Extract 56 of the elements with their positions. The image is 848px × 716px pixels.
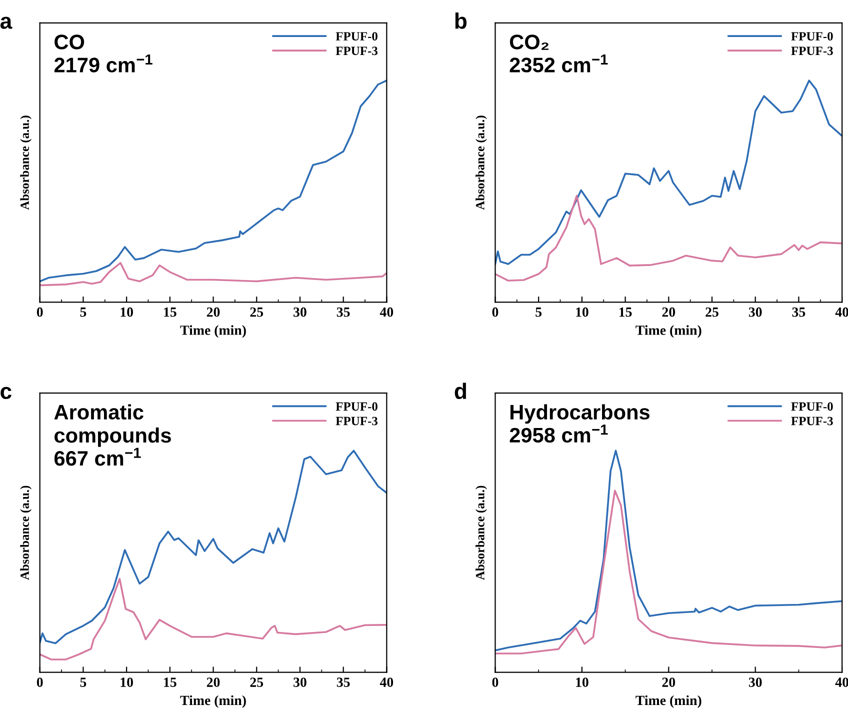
x-tick-label: 25 [250, 307, 264, 317]
x-tick-label: 35 [792, 307, 806, 317]
x-tick-label: 15 [619, 307, 632, 317]
x-tick-label: 40 [835, 307, 848, 317]
legend-label: FPUF-3 [791, 46, 833, 56]
text: c [0, 386, 12, 400]
x-tick-label: 25 [250, 678, 264, 687]
x-tick-label: 5 [80, 678, 86, 687]
legend-label: FPUF-0 [791, 32, 833, 41]
x-tick-label: 25 [706, 307, 718, 317]
y-axis-title: Absorbance (a.u.) [20, 116, 32, 210]
x-tick-label: 30 [294, 678, 306, 687]
chart-title: CO₂ 2352 cm$^{−1}$ [510, 34, 608, 72]
legend-label: FPUF-3 [336, 416, 378, 426]
x-axis-title: Time (min) [180, 695, 246, 708]
x-axis-title: Time (min) [636, 325, 702, 338]
x-tick-label: 5 [536, 308, 542, 317]
x-tick-label: 20 [206, 678, 220, 687]
y-axis-title: Absorbance (a.u.) [20, 486, 32, 580]
x-tick-label: 10 [120, 307, 133, 317]
chart-title: Aromatic compounds 667 cm$^{−1}$ [54, 404, 171, 466]
text: a [0, 16, 12, 29]
x-tick-label: 15 [164, 678, 176, 687]
legend-label: FPUF-3 [336, 46, 378, 56]
x-tick-label: 40 [380, 678, 394, 687]
x-axis-title: Time (min) [636, 695, 702, 708]
text: d [454, 382, 466, 400]
x-tick-label: 20 [662, 678, 676, 687]
x-tick-label: 20 [662, 307, 676, 317]
x-tick-label: 10 [576, 307, 588, 317]
text: b [455, 12, 467, 29]
legend-label: FPUF-0 [336, 402, 378, 411]
legend-label: FPUF-3 [791, 416, 833, 426]
chart-title: CO 2179 cm$^{−1}$ [54, 34, 152, 72]
x-tick-label: 10 [576, 678, 588, 687]
legend-label: FPUF-0 [336, 32, 378, 41]
x-tick-label: 10 [120, 678, 133, 687]
y-axis-title: Absorbance (a.u.) [476, 486, 487, 580]
x-tick-label: 0 [492, 307, 498, 317]
x-tick-label: 35 [336, 678, 350, 687]
x-axis-title: Time (min) [180, 325, 246, 338]
y-axis-title: Absorbance (a.u.) [476, 116, 487, 210]
x-tick-label: 0 [492, 678, 498, 687]
x-tick-label: 30 [294, 307, 306, 317]
x-tick-label: 35 [336, 307, 350, 317]
x-tick-label: 0 [36, 307, 43, 317]
x-tick-label: 15 [164, 307, 176, 317]
x-tick-label: 20 [206, 307, 220, 317]
x-tick-label: 30 [748, 678, 762, 687]
x-tick-label: 40 [380, 307, 394, 317]
x-tick-label: 40 [835, 678, 848, 687]
x-tick-label: 30 [748, 307, 762, 317]
x-tick-label: 5 [80, 308, 86, 317]
chart-title: Hydrocarbons 2958 cm$^{−1}$ [510, 404, 650, 443]
legend-label: FPUF-0 [791, 402, 833, 411]
x-tick-label: 0 [36, 678, 43, 687]
